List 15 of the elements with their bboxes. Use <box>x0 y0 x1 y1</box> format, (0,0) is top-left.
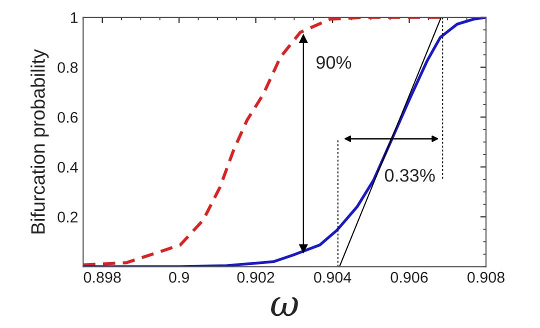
x-tick-label: 0.908 <box>467 272 504 283</box>
x-tick-label: 0.9 <box>169 272 189 283</box>
annotation: 0.33% <box>384 168 435 182</box>
annotation: 90% <box>316 56 352 69</box>
y-axis-title: Bifurcation probability <box>30 49 49 234</box>
x-tick-label: 0.904 <box>314 272 352 283</box>
x-tick-label: 0.902 <box>237 272 274 283</box>
y-tick-label: 0.2 <box>58 212 78 222</box>
x-axis-title: ω <box>271 297 298 316</box>
y-tick-label: 1 <box>70 12 78 23</box>
x-tick-label: 0.898 <box>84 272 121 283</box>
y-tick-label: 0.6 <box>58 112 78 123</box>
x-tick-label: 0.906 <box>390 272 428 283</box>
y-tick-label: 0.4 <box>58 162 78 173</box>
y-tick-label: 0.8 <box>58 62 78 73</box>
